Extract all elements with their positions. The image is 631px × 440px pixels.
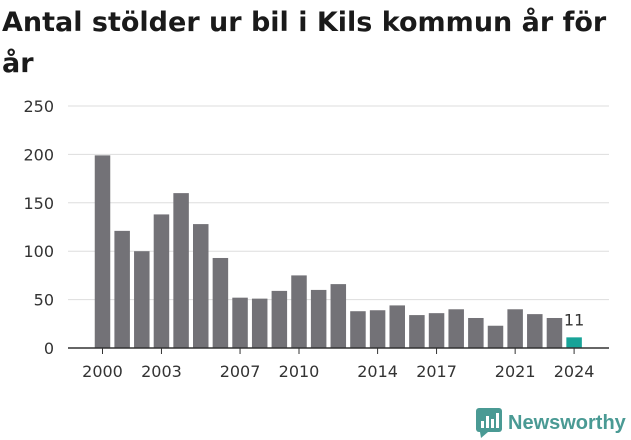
newsworthy-logo: Newsworthy (476, 406, 626, 440)
x-tick-label: 2014 (357, 362, 398, 381)
bar-2022 (527, 314, 543, 348)
bar-2018 (448, 309, 464, 348)
data-label-highlight: 11 (564, 310, 584, 329)
bar-2012 (330, 284, 347, 348)
bar-2015 (389, 305, 405, 348)
bar-2024 (566, 337, 582, 348)
bar-2004 (173, 193, 189, 348)
bar-2016 (409, 315, 425, 348)
bar-2000 (94, 155, 111, 348)
bar-2003 (153, 214, 170, 348)
bar-chart: 0 50 100 150 200 250 2000 2003 2007 2010 2014 2017… (23, 97, 609, 381)
x-tick-labels: 2000 2003 2007 2010 2014 2017 2021 2024 (82, 348, 594, 381)
bar-2013 (350, 311, 366, 348)
y-tick-label: 0 (44, 339, 54, 358)
y-tick-labels: 0 50 100 150 200 250 (23, 97, 54, 358)
x-tick-label: 2000 (82, 362, 123, 381)
bar-2002 (134, 251, 150, 348)
x-tick-label: 2003 (141, 362, 182, 381)
y-tick-label: 150 (23, 194, 54, 213)
y-tick-label: 50 (34, 291, 54, 310)
bars (94, 155, 582, 348)
bar-2009 (271, 290, 288, 348)
bar-2020 (487, 325, 504, 348)
logo-text: Newsworthy (508, 411, 626, 434)
bar-2005 (193, 224, 209, 348)
chart-title: Antal stölder ur bil i Kils kommun år fö… (2, 7, 607, 79)
y-tick-label: 200 (23, 145, 54, 164)
data-labels: 11 (564, 310, 584, 329)
y-tick-label: 250 (23, 97, 54, 116)
bar-2008 (251, 298, 268, 348)
bar-2014 (369, 310, 386, 348)
bar-2010 (291, 275, 307, 348)
bar-2017 (428, 313, 445, 348)
bar-2021 (507, 309, 523, 348)
bar-2011 (310, 289, 327, 348)
x-tick-label: 2007 (220, 362, 261, 381)
x-tick-label: 2010 (279, 362, 320, 381)
bar-2007 (232, 297, 248, 348)
bar-2001 (114, 230, 130, 348)
bar-2023 (546, 317, 563, 348)
x-tick-label: 2024 (554, 362, 595, 381)
x-tick-label: 2017 (416, 362, 457, 381)
bar-2019 (468, 317, 484, 348)
bar-2006 (212, 257, 229, 348)
y-tick-label: 100 (23, 242, 54, 261)
x-tick-label: 2021 (495, 362, 536, 381)
newsworthy-chat-bars-icon (476, 408, 502, 438)
